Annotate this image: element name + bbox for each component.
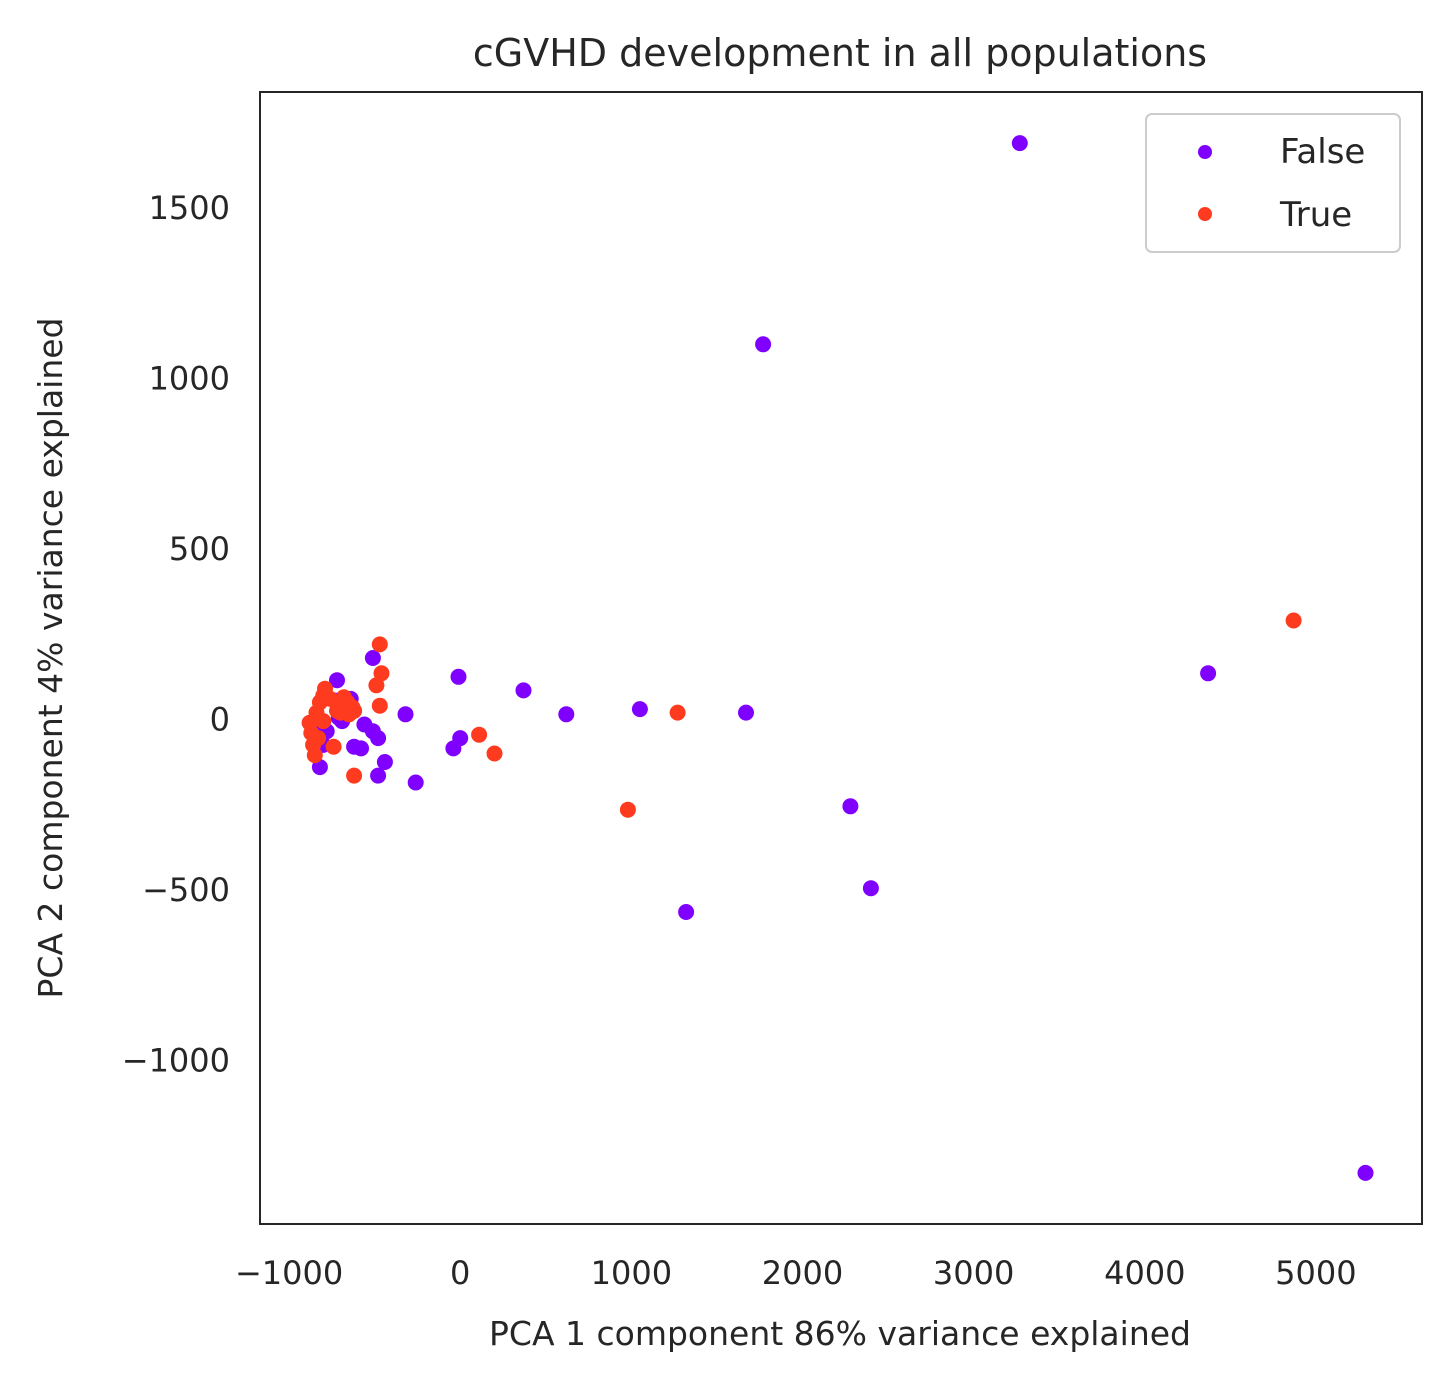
data-point [678,904,695,920]
plot-area [259,91,1423,1225]
x-tick-label: 5000 [1275,1254,1356,1292]
data-point [371,636,388,653]
data-point [1200,665,1217,682]
data-point [368,677,385,694]
data-point [305,736,322,753]
y-tick-label: −500 [142,871,230,909]
x-tick-label: 1000 [591,1254,672,1292]
y-tick-label: 1000 [149,359,230,397]
data-point [631,701,648,718]
data-point [450,668,467,685]
data-point [370,767,387,784]
data-point [862,880,879,897]
data-point [842,798,859,815]
data-point [329,672,345,689]
data-point [471,726,488,743]
data-point [346,738,363,755]
data-point [755,336,772,353]
x-tick-label: 0 [450,1254,470,1292]
x-axis-label: PCA 1 component 86% variance explained [489,1314,1191,1353]
data-point [371,697,388,714]
data-point [364,650,381,666]
x-tick-label: −1000 [235,1254,343,1292]
data-points [301,135,1374,1181]
y-axis-ticks: −1000 −500 0 500 1000 1500 [122,189,230,1079]
y-tick-label: 0 [210,700,230,738]
data-point [1285,612,1302,629]
y-tick-label: 500 [169,530,230,568]
data-point [669,704,686,721]
data-point [445,740,462,757]
axes-frame [259,91,1423,1225]
data-point [373,665,390,682]
x-tick-label: 3000 [933,1254,1014,1292]
chart-title: cGVHD development in all populations [473,31,1207,75]
data-point [1011,135,1028,152]
x-tick-label: 2000 [762,1254,843,1292]
y-tick-label: 1500 [149,189,230,227]
series-false [305,135,1374,1181]
data-point [558,706,575,723]
data-point [1357,1164,1374,1181]
data-point [356,716,373,733]
data-point [376,754,393,770]
x-tick-label: 4000 [1104,1254,1185,1292]
x-axis-ticks: −1000 0 1000 2000 3000 4000 5000 [235,1254,1357,1292]
data-point [397,706,414,723]
legend-label-false: False [1280,132,1365,172]
data-point [325,738,342,755]
y-axis-label: PCA 2 component 4% variance explained [31,318,70,999]
data-point [407,774,424,791]
data-point [346,767,363,784]
data-point [329,702,345,719]
y-tick-label: −1000 [122,1041,230,1079]
legend-label-true: True [1279,195,1352,235]
data-point [738,704,754,721]
data-point [308,704,325,721]
legend-marker-false [1198,145,1212,159]
series-true [301,612,1302,818]
data-point [486,745,503,762]
legend: False True [1145,113,1401,253]
legend-marker-true [1198,207,1212,221]
data-point [515,682,532,699]
data-point [619,801,636,818]
